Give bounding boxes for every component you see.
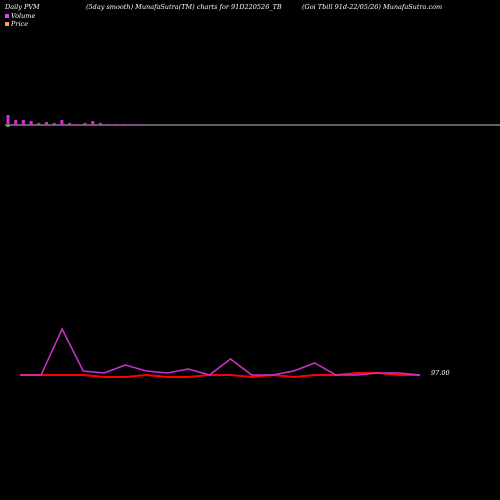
chart-title: (5day smooth) MunafaSutra(TM) charts for… <box>86 3 282 11</box>
volume-bar <box>21 120 25 125</box>
volume-bar <box>98 123 102 125</box>
volume-bar <box>6 115 10 125</box>
volume-bar <box>52 123 56 125</box>
volume-bar <box>14 120 18 125</box>
volume-bar-marker <box>6 125 10 127</box>
volume-bar <box>129 124 133 125</box>
legend-price-swatch <box>5 22 9 26</box>
volume-bar <box>68 123 72 125</box>
legend-volume-swatch <box>5 14 9 18</box>
volume-line <box>20 327 421 376</box>
pvm-lines <box>20 327 421 379</box>
volume-bar <box>37 123 41 125</box>
volume-bar <box>60 120 64 125</box>
volume-bar <box>122 124 125 125</box>
price-axis-label: 97.00 <box>431 369 450 377</box>
volume-bar <box>91 121 95 125</box>
chart-type-label: Daily PVM <box>5 3 40 11</box>
legend-volume-label: Volume <box>11 12 36 20</box>
volume-bar <box>83 123 87 125</box>
volume-bar <box>114 124 118 125</box>
price-line <box>20 372 420 379</box>
volume-bar <box>75 124 79 125</box>
volume-bar <box>45 122 48 125</box>
chart-source: (Goi Tbill 91d-22/05/26) MunafaSutra.com <box>302 3 443 11</box>
legend-price-label: Price <box>11 20 29 28</box>
volume-bar <box>29 121 33 125</box>
volume-bar <box>137 124 141 125</box>
legend-volume: Volume <box>5 12 35 20</box>
volume-bars <box>6 115 141 127</box>
legend-price: Price <box>5 20 28 28</box>
volume-bar <box>106 124 110 125</box>
